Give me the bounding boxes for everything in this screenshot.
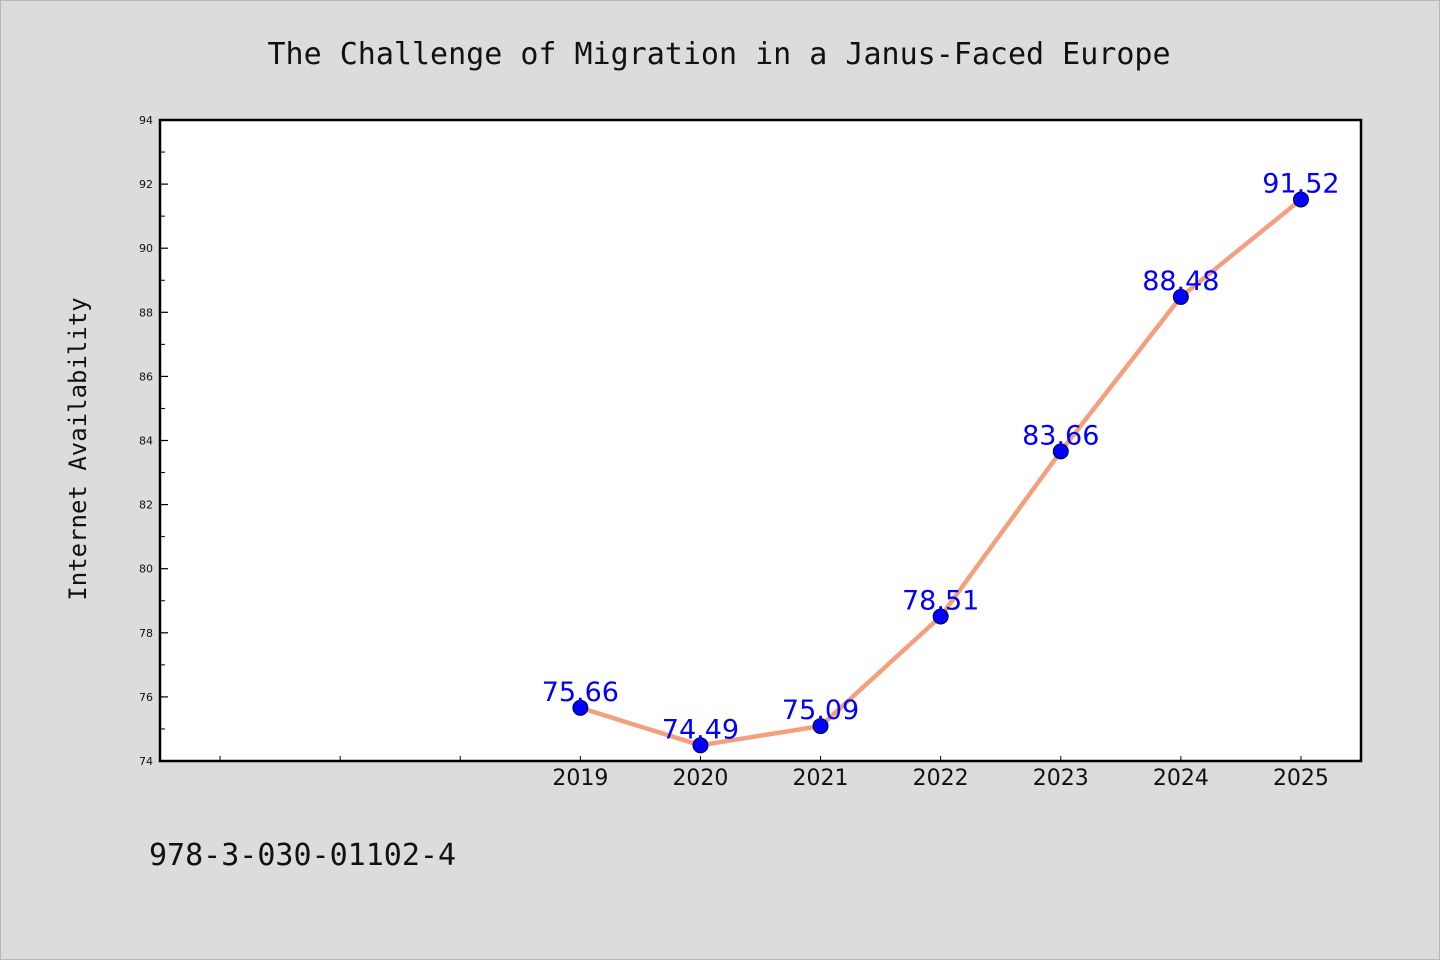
y-tick-label: 74 xyxy=(139,755,153,768)
x-tick-label: 2025 xyxy=(1273,766,1329,791)
x-tick-label: 2023 xyxy=(1033,766,1089,791)
data-point-marker xyxy=(1052,443,1069,460)
y-tick-label: 82 xyxy=(139,499,153,512)
data-label: 78.51 xyxy=(902,585,979,616)
y-tick-label: 88 xyxy=(139,306,153,319)
data-label: 75.09 xyxy=(782,695,859,726)
series-layer: 75.66 74.49 75.09 78.51 83.66 88.48 91.52 xyxy=(542,168,1340,754)
data-point-marker xyxy=(1172,288,1189,305)
x-tick-label: 2024 xyxy=(1153,766,1209,791)
y-axis-ticks: 74 76 78 80 82 84 86 88 90 92 94 xyxy=(139,114,168,768)
y-tick-label: 90 xyxy=(139,242,153,255)
data-point-marker xyxy=(812,718,829,735)
x-tick-label: 2022 xyxy=(913,766,969,791)
y-axis-label: Internet Availability xyxy=(64,297,92,600)
y-tick-label: 76 xyxy=(139,691,153,704)
y-tick-label: 92 xyxy=(139,178,153,191)
data-label: 74.49 xyxy=(662,714,739,745)
data-point-marker xyxy=(692,737,709,754)
data-point-marker xyxy=(932,608,949,625)
x-tick-label: 2019 xyxy=(552,766,608,791)
data-label: 91.52 xyxy=(1262,168,1339,199)
x-axis-ticks: 2019 2020 2021 2022 2023 2024 2025 xyxy=(219,756,1329,791)
x-tick-label: 2020 xyxy=(672,766,728,791)
plot-area xyxy=(158,118,1363,763)
y-tick-label: 84 xyxy=(139,435,153,448)
x-tick-label: 2021 xyxy=(793,766,849,791)
y-tick-label: 94 xyxy=(139,114,153,127)
y-tick-label: 78 xyxy=(139,627,153,640)
y-tick-label: 86 xyxy=(139,370,153,383)
footer-isbn-text: 978-3-030-01102-4 xyxy=(149,838,456,873)
data-label: 75.66 xyxy=(542,677,619,708)
chart-title: The Challenge of Migration in a Janus-Fa… xyxy=(267,37,1170,72)
data-point-marker xyxy=(572,699,589,716)
data-point-marker xyxy=(1292,191,1309,208)
data-label: 83.66 xyxy=(1022,420,1099,451)
y-tick-label: 80 xyxy=(139,563,153,576)
data-label: 88.48 xyxy=(1142,266,1219,297)
